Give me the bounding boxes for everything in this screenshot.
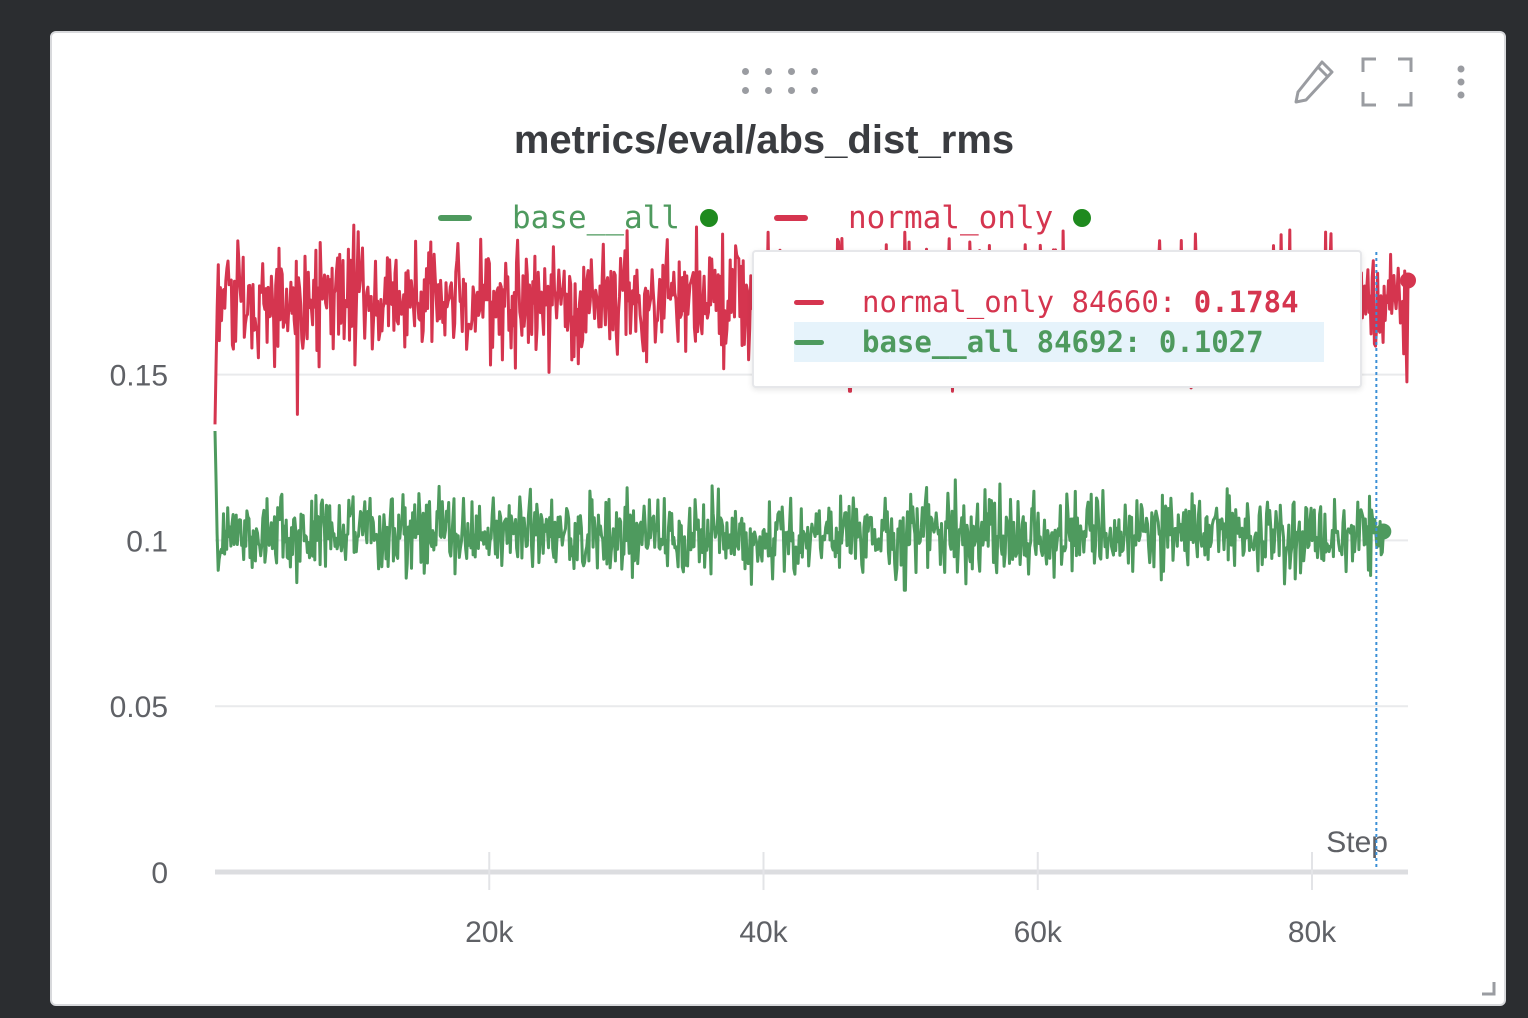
- series-endpoint-normal-only: [1400, 272, 1416, 289]
- x-tick-label: 80k: [1288, 916, 1337, 949]
- resize-corner-icon[interactable]: [1480, 980, 1496, 996]
- y-tick-label: 0.05: [110, 691, 168, 724]
- tooltip-step: 84692: [1036, 325, 1124, 359]
- status-dot-icon: [699, 209, 718, 227]
- tooltip-row-base-all: base__all 84692: 0.1027: [794, 322, 1324, 362]
- x-tick-label: 20k: [465, 916, 514, 949]
- tooltip-value: 0.1027: [1158, 325, 1264, 359]
- axes: 0 0.05 0.1 0.15 20k 40k 60k 80k Step: [110, 252, 1408, 949]
- legend-item-base-all[interactable]: base__all: [438, 200, 718, 236]
- x-tick-label: 40k: [739, 916, 788, 949]
- legend-item-normal-only[interactable]: normal_only: [773, 200, 1092, 236]
- x-axis-label: Step: [1326, 826, 1388, 859]
- drag-handle-icon[interactable]: [742, 68, 818, 98]
- hover-tooltip: normal_only 84660: 0.1784 base__all 8469…: [752, 250, 1362, 388]
- y-tick-label: 0: [151, 857, 168, 890]
- y-tick-label: 0.15: [110, 360, 168, 393]
- series-line-base-all: [213, 430, 1385, 592]
- tooltip-row-normal-only: normal_only 84660: 0.1784: [794, 282, 1324, 322]
- tooltip-step: 84660: [1071, 285, 1159, 319]
- y-tick-label: 0.1: [126, 525, 168, 558]
- fullscreen-icon[interactable]: [1360, 56, 1414, 108]
- legend: base__all normal_only: [438, 196, 1147, 240]
- legend-swatch-normal-only: [773, 215, 808, 221]
- legend-swatch-base-all: [438, 215, 472, 221]
- tooltip-series: normal_only: [862, 285, 1055, 319]
- more-vert-icon[interactable]: [1450, 64, 1472, 102]
- status-dot-icon: [1073, 209, 1092, 227]
- tooltip-series: base__all: [862, 325, 1020, 359]
- legend-label-base-all: base__all: [512, 200, 680, 236]
- chart-title: metrics/eval/abs_dist_rms: [513, 118, 1015, 162]
- tooltip-swatch: [794, 339, 824, 345]
- pencil-icon[interactable]: [1292, 58, 1336, 106]
- x-tick-label: 60k: [1014, 916, 1063, 949]
- tooltip-value: 0.1784: [1193, 285, 1299, 319]
- legend-label-normal-only: normal_only: [847, 200, 1054, 236]
- tooltip-swatch: [794, 299, 824, 305]
- series-endpoint-base-all: [1375, 523, 1392, 540]
